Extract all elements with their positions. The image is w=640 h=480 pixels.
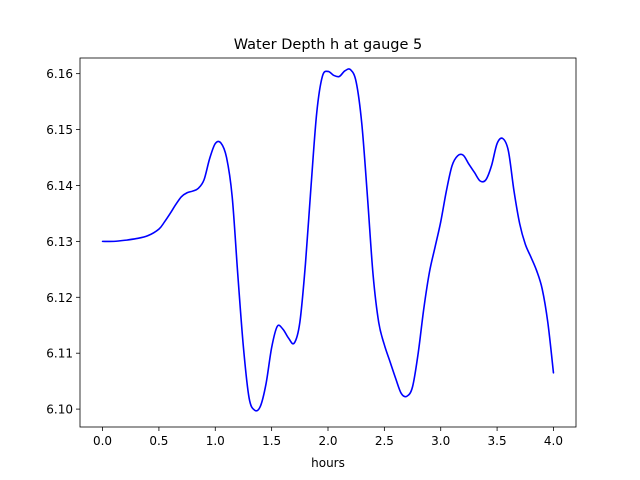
chart-title: Water Depth h at gauge 5 bbox=[234, 37, 422, 53]
x-tick-label: 4.0 bbox=[544, 434, 563, 448]
x-tick-label: 3.5 bbox=[488, 434, 507, 448]
x-tick-label: 1.5 bbox=[262, 434, 281, 448]
x-tick-label: 2.5 bbox=[375, 434, 394, 448]
y-axis-ticks: 6.10 6.11 6.12 6.13 6.14 6.15 6.16 bbox=[46, 67, 80, 417]
x-axis-ticks: 0.0 0.5 1.0 1.5 2.0 2.5 3.0 3.5 4.0 bbox=[93, 427, 563, 448]
x-axis-label: hours bbox=[311, 456, 345, 470]
x-tick-label: 2.0 bbox=[318, 434, 337, 448]
x-tick-label: 3.0 bbox=[431, 434, 450, 448]
x-tick-label: 0.0 bbox=[93, 434, 112, 448]
y-tick-label: 6.11 bbox=[46, 347, 73, 361]
y-tick-label: 6.12 bbox=[46, 291, 73, 305]
y-tick-label: 6.10 bbox=[46, 403, 73, 417]
y-tick-label: 6.14 bbox=[46, 179, 73, 193]
x-tick-label: 1.0 bbox=[206, 434, 225, 448]
x-tick-label: 0.5 bbox=[149, 434, 168, 448]
y-tick-label: 6.13 bbox=[46, 235, 73, 249]
y-tick-label: 6.16 bbox=[46, 67, 73, 81]
y-tick-label: 6.15 bbox=[46, 123, 73, 137]
water-depth-line bbox=[101, 68, 555, 412]
